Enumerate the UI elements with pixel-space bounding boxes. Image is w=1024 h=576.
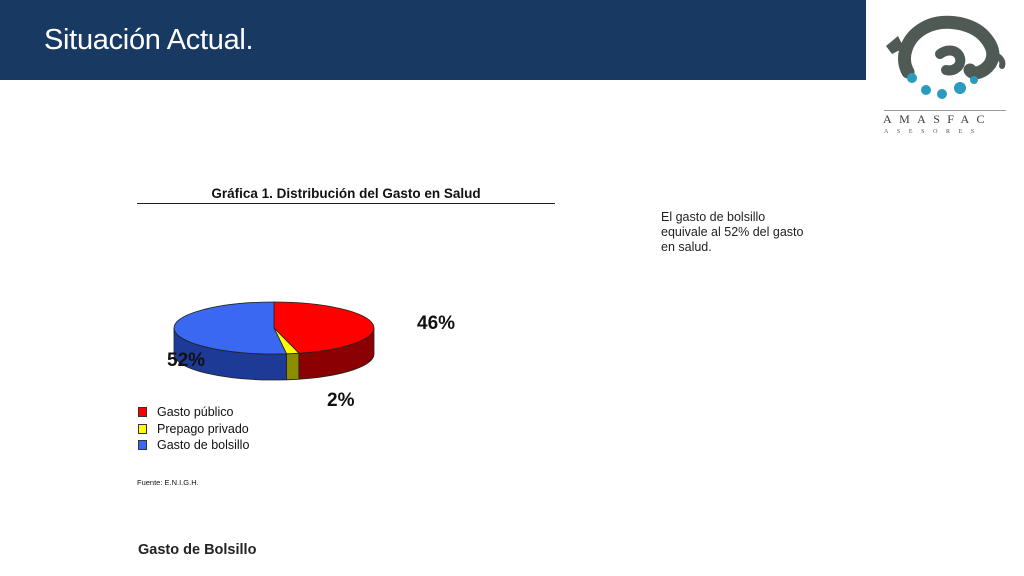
legend-label: Gasto de bolsillo: [157, 438, 250, 453]
chart-legend: Gasto público Prepago privado Gasto de b…: [138, 404, 338, 454]
legend-swatch: [138, 407, 147, 418]
pie-slice: [173, 301, 288, 355]
header-band: [0, 0, 866, 80]
pie-slice-side: [286, 352, 300, 381]
bottom-heading: Gasto de Bolsillo: [138, 542, 257, 558]
logo-rule: [884, 110, 1006, 111]
legend-item: Gasto público: [138, 404, 338, 421]
slice-label-gasto-publico: 46%: [417, 313, 456, 334]
legend-label: Prepago privado: [157, 421, 249, 436]
slice-label-gasto-de-bolsillo: 52%: [167, 350, 206, 371]
annotation-text: El gasto de bolsillo equivale al 52% del…: [661, 210, 804, 254]
slide-title: Situación Actual.: [44, 24, 254, 56]
legend-swatch: [138, 423, 147, 434]
logo-swirl-icon: [886, 15, 1006, 99]
amasfac-logo: AMASFAC ASESORES: [878, 14, 1012, 144]
logo-name: AMASFAC: [883, 112, 992, 126]
legend-item: Prepago privado: [138, 421, 338, 438]
logo-subtitle: ASESORES: [884, 129, 983, 135]
legend-swatch: [138, 440, 147, 451]
legend-label: Gasto público: [157, 405, 234, 420]
chart-source: Fuente: E.N.I.G.H.: [137, 478, 199, 487]
pie-slice: [273, 301, 375, 354]
slice-label-prepago-privado: 2%: [327, 390, 355, 411]
pie-chart: [173, 301, 375, 381]
chart-title-rule: [137, 203, 555, 204]
chart-title: Gráfica 1. Distribución del Gasto en Sal…: [211, 186, 481, 201]
legend-item: Gasto de bolsillo: [138, 437, 338, 454]
